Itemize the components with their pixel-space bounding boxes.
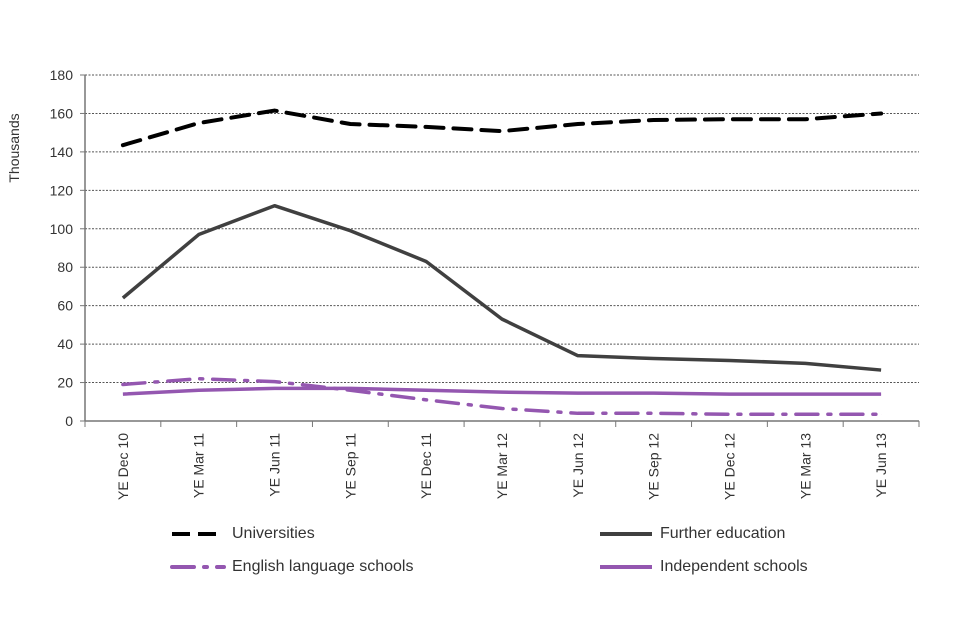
x-tick-label: YE Sep 11	[342, 433, 358, 499]
gridlines	[85, 74, 919, 384]
y-tick-label: 80	[57, 259, 73, 275]
y-tick-label: 120	[50, 182, 74, 198]
legend-label: Independent schools	[660, 558, 808, 575]
legend-swatch-solid	[600, 532, 652, 536]
x-tick-label: YE Sep 12	[646, 433, 662, 500]
series-line-universities	[120, 108, 884, 148]
x-tick-label: YE Jun 13	[873, 433, 889, 498]
x-tick-label: YE Mar 13	[797, 433, 813, 499]
legend-swatch-dash-dot	[170, 565, 226, 569]
x-tick-label: YE Mar 11	[191, 433, 207, 498]
legend-independent-schools: Independent schools	[598, 558, 808, 576]
x-tick-label: YE Dec 10	[115, 433, 131, 500]
x-tick-label: YE Jun 12	[570, 433, 586, 498]
x-tick-label: YE Mar 12	[494, 433, 510, 499]
series-line-english-language-schools	[121, 376, 883, 417]
x-tick-label: YE Jun 11	[267, 433, 283, 497]
y-tick-label: 0	[65, 413, 73, 429]
axes: 0 20 40 60 80 100 120 140 160 180 YE Dec 10 YE Mar …	[50, 67, 920, 500]
y-axis-label: Thousands	[6, 113, 22, 182]
legend-swatch-dashed	[172, 532, 224, 536]
y-tick-label: 20	[57, 375, 73, 391]
legend-label: English language schools	[232, 558, 414, 575]
legend-swatch-solid	[600, 565, 652, 569]
series-line-further-education	[121, 203, 882, 372]
y-tick-label: 160	[50, 105, 74, 121]
y-tick-label: 100	[50, 221, 74, 237]
series-lines	[120, 108, 884, 417]
y-tick-label: 180	[50, 67, 74, 83]
y-tick-label: 140	[50, 144, 74, 160]
legend-label: Further education	[660, 525, 786, 542]
legend-english-language-schools: English language schools	[170, 558, 413, 576]
y-tick-label: 40	[57, 336, 73, 352]
legend-label: Universities	[232, 525, 315, 542]
series-line-independent-schools	[122, 386, 882, 396]
x-tick-label: YE Dec 12	[721, 433, 737, 500]
legend-further-education: Further education	[598, 525, 785, 543]
legend-universities: Universities	[170, 525, 315, 543]
x-tick-label: YE Dec 11	[418, 433, 434, 499]
y-tick-label: 60	[57, 298, 73, 314]
